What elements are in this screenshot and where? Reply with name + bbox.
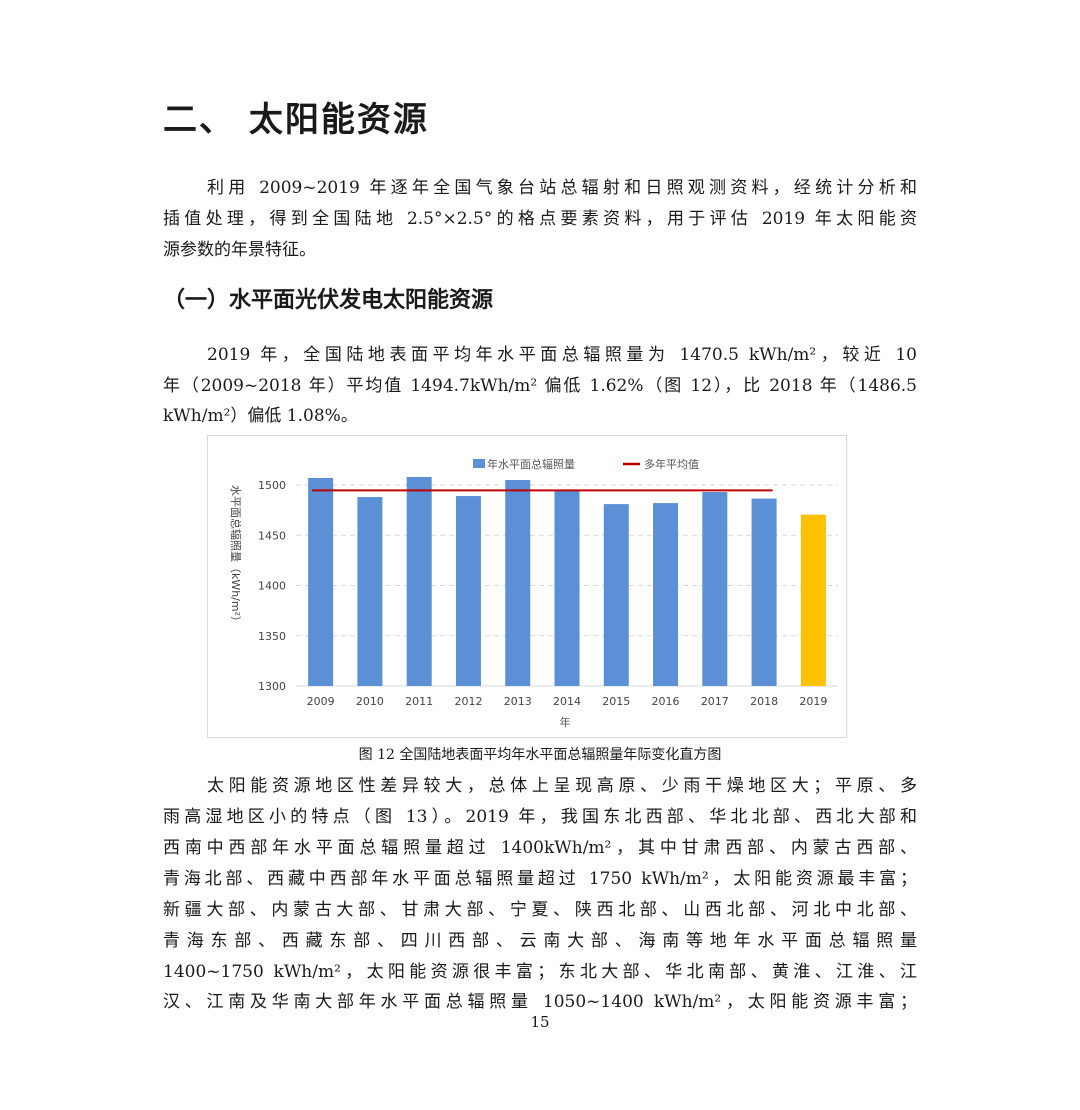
bar-2015 [603,504,629,686]
bar-2010 [357,497,383,686]
para3-line: 太阳能资源地区性差异较大，总体上呈现高原、少雨干燥地区大；平原、多 [207,776,917,796]
bar-2012 [455,496,481,686]
legend-label-line: 多年平均值 [644,457,699,471]
bar-2009 [308,477,334,686]
bar-2013 [505,479,531,686]
para2-line: kWh/m²）偏低 1.08%。 [163,406,358,426]
x-tick-label: 2014 [553,695,581,708]
x-tick-label: 2019 [799,695,827,708]
x-axis-label: 年 [560,715,571,729]
para2-line: 2019 年，全国陆地表面平均年水平面总辐照量为 1470.5 kWh/m²，较… [207,345,917,365]
x-tick-label: 2011 [405,695,433,708]
y-tick-label: 1300 [258,680,286,693]
bar-2017 [702,492,728,686]
page-number: 15 [530,1013,550,1031]
x-tick-label: 2010 [356,695,384,708]
legend-swatch-bars [473,459,485,468]
legend: 年水平面总辐照量 多年平均值 [473,457,699,471]
para2-line: 年（2009~2018 年）平均值 1494.7kWh/m² 偏低 1.62%（… [163,376,917,396]
para3-line: 青海东部、西藏东部、四川西部、云南大部、海南等地年水平面总辐照量 [163,931,917,951]
x-tick-label: 2013 [504,695,532,708]
figure-caption: 图 12 全国陆地表面平均年水平面总辐照量年际变化直方图 [358,747,722,763]
para3-line: 雨高湿地区小的特点（图 13）。2019 年，我国东北西部、华北北部、西北大部和 [163,807,917,827]
para3-line: 1400~1750 kWh/m²，太阳能资源很丰富；东北大部、华北南部、黄淮、江… [163,962,917,982]
bar-2016 [653,503,679,686]
para3-line: 新疆大部、内蒙古大部、甘肃大部、宁夏、陕西北部、山西北部、河北中北部、 [163,900,917,920]
y-tick-label: 1500 [258,479,286,492]
legend-label-bars: 年水平面总辐照量 [487,457,575,471]
x-tick-label: 2009 [307,695,335,708]
bar-2019 [800,514,826,686]
para1-line: 利用 2009~2019 年逐年全国气象台站总辐射和日照观测资料，经统计分析和 [207,178,917,198]
para3-line: 青海北部、西藏中西部年水平面总辐照量超过 1750 kWh/m²，太阳能资源最丰… [163,869,917,889]
bar-chart-svg: 1300 1350 1400 1450 1500 2009 2010 2011 2012 201… [229,457,838,729]
para1-line: 源参数的年景特征。 [163,240,316,260]
bar-2011 [406,476,432,686]
x-tick-label: 2015 [602,695,630,708]
bar-2014 [554,491,580,686]
figure-12-chart: 1300 1350 1400 1450 1500 2009 2010 2011 2012 201… [207,435,847,738]
y-tick-label: 1350 [258,630,286,643]
x-tick-label: 2017 [701,695,729,708]
y-tick-label: 1400 [258,580,286,593]
para3-line: 西南中西部年水平面总辐照量超过 1400kWh/m²，其中甘肃西部、内蒙古西部、 [163,838,917,858]
section-title: 二、 太阳能资源 [163,100,429,140]
x-tick-label: 2016 [652,695,680,708]
x-tick-label: 2018 [750,695,778,708]
para3-line: 汉、江南及华南大部年水平面总辐照量 1050~1400 kWh/m²，太阳能资源… [163,992,917,1012]
x-tick-label: 2012 [454,695,482,708]
y-axis-label: 水平面总辐照量（kWh/m²） [229,485,243,627]
para1-line: 插值处理，得到全国陆地 2.5°×2.5°的格点要素资料，用于评估 2019 年… [163,209,917,229]
bar-2018 [751,498,777,686]
y-tick-label: 1450 [258,529,286,542]
subsection-heading: （一）水平面光伏发电太阳能资源 [163,288,494,313]
